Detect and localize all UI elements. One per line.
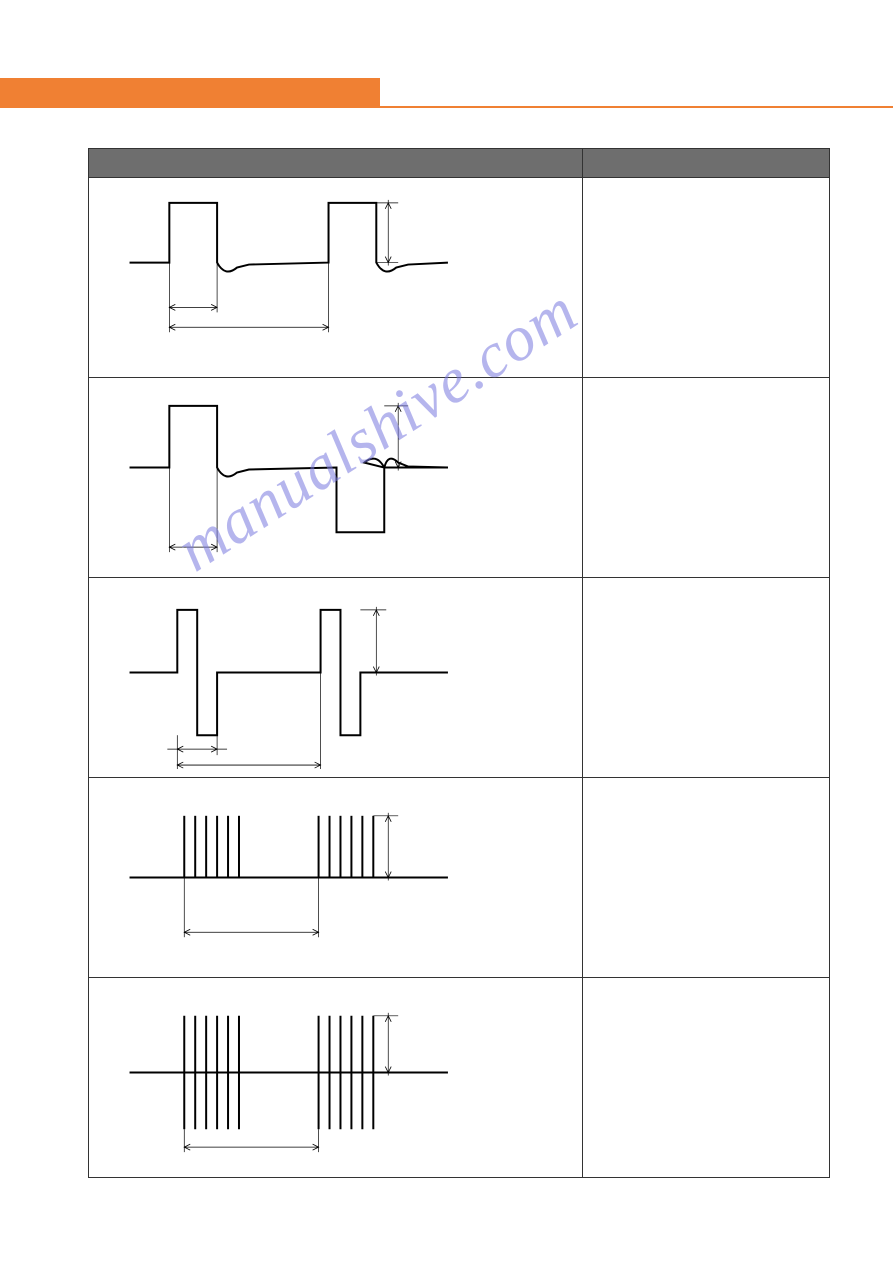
biphasic-alternating-diagram [89,378,582,577]
table-row [89,377,829,577]
header-accent-bar [0,78,380,108]
table-row [89,977,829,1177]
diagram-cell [89,178,583,377]
description-cell [583,578,829,777]
description-cell [583,778,829,977]
diagram-cell [89,578,583,777]
diagram-cell [89,778,583,977]
header-cell-right [583,149,829,177]
description-cell [583,378,829,577]
table-row [89,577,829,777]
table-row [89,177,829,377]
description-cell [583,178,829,377]
table-header [89,149,829,177]
monophasic-positive-diagram [89,178,582,377]
header-accent-line [380,106,893,108]
waveform-table [88,148,830,1178]
table-row [89,777,829,977]
diagram-cell [89,378,583,577]
diagram-cell [89,978,583,1177]
biphasic-paired-diagram [89,578,582,777]
burst-monophasic-diagram [89,778,582,977]
description-cell [583,978,829,1177]
header-cell-left [89,149,583,177]
burst-biphasic-diagram [89,978,582,1177]
